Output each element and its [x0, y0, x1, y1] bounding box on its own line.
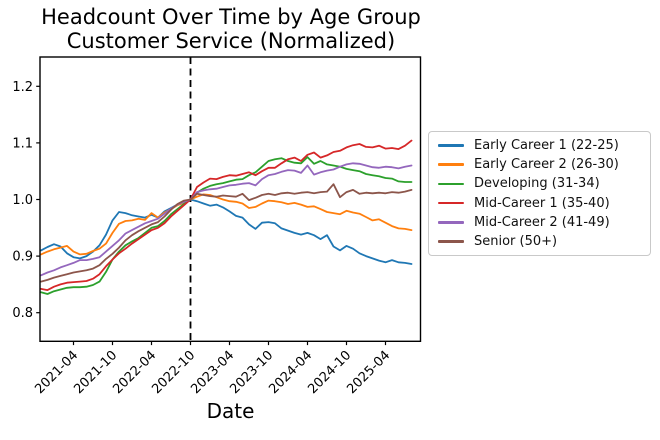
- plot-border: [39, 56, 422, 342]
- legend-item: Mid-Career 1 (35-40): [438, 194, 644, 213]
- legend-item: Developing (31-34): [438, 174, 644, 193]
- legend-label: Developing (31-34): [474, 176, 600, 192]
- legend-label: Senior (50+): [474, 233, 558, 249]
- y-tick-label: 1.0: [12, 193, 33, 208]
- y-tick-label: 0.9: [12, 250, 33, 265]
- chart-title-line2: Customer Service (Normalized): [66, 29, 396, 53]
- x-axis-label: Date: [206, 399, 255, 423]
- legend-item: Early Career 2 (26-30): [438, 155, 644, 174]
- series-line-3: [40, 139, 413, 292]
- legend-item: Senior (50+): [438, 232, 644, 251]
- series-line-2: [40, 156, 413, 295]
- legend-label: Early Career 1 (22-25): [474, 138, 619, 154]
- y-tick-label: 1.1: [12, 136, 33, 151]
- chart-title-line1: Headcount Over Time by Age Group: [41, 5, 421, 29]
- legend-line-swatch: [438, 201, 464, 205]
- legend-item: Mid-Career 2 (41-49): [438, 213, 644, 232]
- x-tick-label: 2025-04: [344, 348, 393, 397]
- legend-label: Mid-Career 2 (41-49): [474, 214, 610, 230]
- legend-item: Early Career 1 (22-25): [438, 136, 644, 155]
- legend-line-swatch: [438, 182, 464, 186]
- legend-line-swatch: [438, 240, 464, 243]
- series-line-0: [40, 198, 413, 265]
- plot-content: 0.80.91.01.11.22021-042021-102022-042022…: [12, 57, 413, 397]
- legend: Early Career 1 (22-25) Early Career 2 (2…: [428, 131, 651, 256]
- legend-line-swatch: [438, 144, 464, 147]
- series-line-4: [40, 162, 413, 277]
- chart-title: Headcount Over Time by Age Group Custome…: [0, 5, 462, 53]
- legend-line-swatch: [438, 163, 464, 167]
- legend-label: Early Career 2 (26-30): [474, 157, 619, 173]
- y-tick-label: 1.2: [12, 80, 33, 95]
- series-line-5: [40, 183, 413, 283]
- legend-line-swatch: [438, 220, 464, 224]
- y-tick-label: 0.8: [12, 306, 33, 321]
- legend-label: Mid-Career 1 (35-40): [474, 195, 610, 211]
- series-line-1: [40, 193, 413, 256]
